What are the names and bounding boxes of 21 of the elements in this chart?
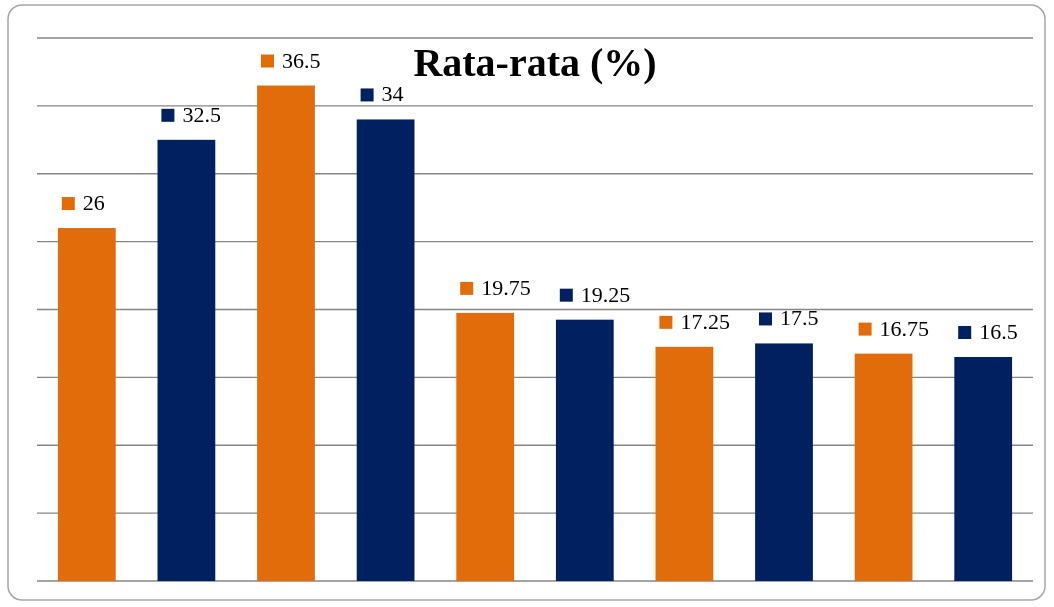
data-label: 17.25 — [680, 308, 730, 334]
data-label: 32.5 — [182, 101, 221, 127]
data-label: 34 — [381, 81, 404, 107]
bar — [854, 353, 913, 581]
data-label: 26 — [82, 190, 105, 216]
bar — [257, 85, 315, 581]
bar — [356, 119, 415, 581]
bar — [555, 319, 614, 581]
bar — [157, 139, 216, 581]
data-label: 16.75 — [879, 315, 930, 341]
data-label: 19.25 — [580, 281, 631, 307]
data-label: 17.5 — [780, 305, 819, 331]
data-label: 16.5 — [979, 319, 1018, 345]
chart-title: Rata-rata (%) — [413, 40, 657, 85]
bar — [655, 346, 714, 581]
bar — [57, 228, 116, 581]
data-label: 19.75 — [481, 274, 531, 300]
bar — [755, 343, 813, 581]
bar — [456, 312, 515, 581]
bar — [954, 357, 1013, 581]
data-label: 36.5 — [282, 47, 321, 73]
